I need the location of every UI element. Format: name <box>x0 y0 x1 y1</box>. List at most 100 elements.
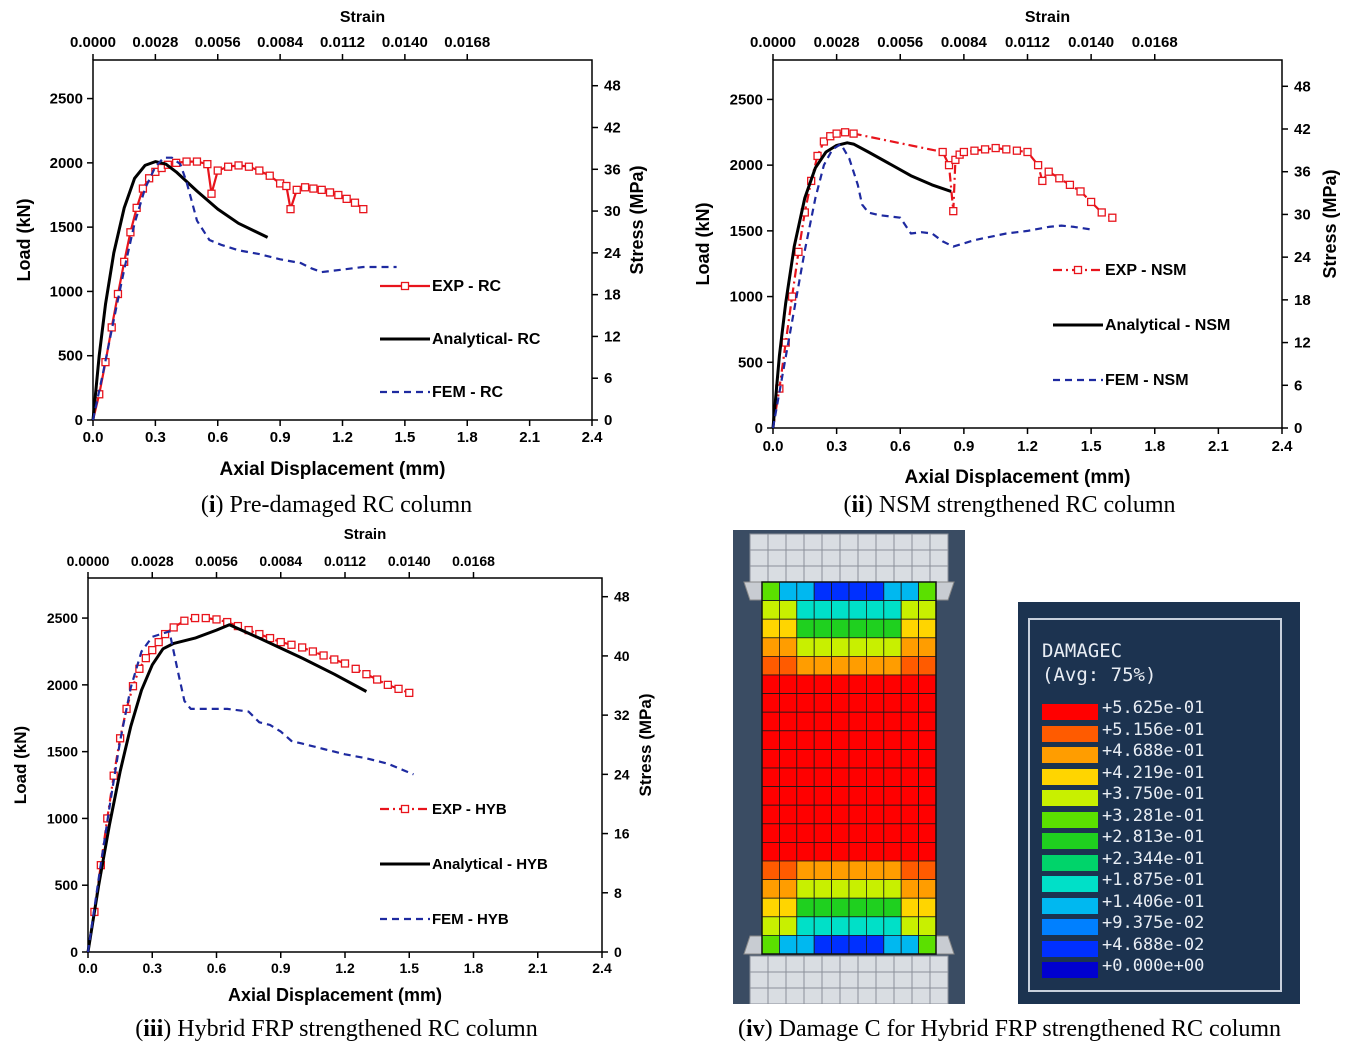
mesh-element <box>848 600 867 620</box>
top-plate-cell <box>857 549 877 567</box>
mesh-element <box>865 748 885 769</box>
y2-tick-label: 12 <box>604 328 621 345</box>
bottom-plate-cell <box>767 955 787 973</box>
x2-tick-label: 0.0028 <box>132 34 178 51</box>
mesh-element <box>779 730 798 750</box>
y-axis-label: Load (kN) <box>14 198 34 281</box>
top-plate-cell <box>929 565 949 583</box>
mesh-element <box>900 748 919 769</box>
mesh-element <box>918 879 937 899</box>
contour-level-swatch <box>1042 940 1098 957</box>
y2-tick-label: 16 <box>614 826 630 842</box>
y-tick-label: 2500 <box>50 91 83 108</box>
data-point-marker <box>282 181 291 191</box>
chart-panel-ii: 0.0 0.3 0.6 0.9 1.2 1.5 1.8 2.1 2.4 0.0000 0.0028 0… <box>693 9 1340 488</box>
top-plate-cell <box>803 549 823 567</box>
data-point-marker <box>308 647 318 656</box>
y-tick-label: 500 <box>58 348 83 365</box>
mesh-element <box>900 860 919 881</box>
mesh-element <box>813 786 832 806</box>
mesh-element <box>831 581 850 602</box>
x-tick-label: 0.3 <box>826 438 847 455</box>
data-point-marker <box>160 629 170 639</box>
mesh-element <box>918 897 937 918</box>
mesh-element <box>761 860 780 881</box>
mesh-element <box>865 786 885 806</box>
mesh-element <box>796 600 815 620</box>
contour-legend-subtitle: (Avg: 75%) <box>1042 664 1157 686</box>
mesh-element <box>796 823 815 843</box>
mesh-element <box>831 748 850 769</box>
bottom-plate-cell <box>821 955 841 973</box>
caption-ii: (ii) NSM strengthened RC column <box>843 492 1176 518</box>
contour-level-value: +1.875e-01 <box>1102 870 1205 890</box>
data-point-marker <box>787 292 797 301</box>
mesh-element <box>900 934 919 955</box>
bottom-plate-cell <box>821 971 841 989</box>
legend-marker <box>1073 265 1083 275</box>
data-point-marker <box>938 147 947 157</box>
mesh-element <box>779 600 798 620</box>
contour-level-value: +2.813e-01 <box>1102 827 1205 847</box>
mesh-element <box>813 581 832 602</box>
y-axis-label: Load (kN) <box>11 726 30 804</box>
mesh-element <box>779 897 798 918</box>
data-point-marker <box>201 613 210 623</box>
mesh-element <box>813 674 832 695</box>
mesh-element <box>865 934 885 955</box>
contour-level-row <box>1042 833 1098 849</box>
y2-tick-label: 24 <box>614 766 630 782</box>
mesh-element <box>900 618 919 639</box>
data-point-marker <box>192 157 202 166</box>
contour-level-row <box>1042 962 1098 978</box>
contour-level-row <box>1042 919 1098 935</box>
mesh-element <box>813 897 832 918</box>
top-plate-cell <box>875 549 895 567</box>
mesh-element <box>813 804 832 825</box>
top-plate-cell <box>821 533 841 551</box>
mesh-element <box>831 674 850 695</box>
legend-label: FEM - NSM <box>1105 372 1189 389</box>
contour-level-row <box>1042 790 1098 806</box>
mesh-element <box>900 897 919 918</box>
bottom-plate-cell <box>875 987 895 1005</box>
top-plate-cell <box>839 549 859 567</box>
x-tick-label: 2.4 <box>1272 438 1294 455</box>
mesh-element <box>883 879 902 899</box>
mesh-element <box>848 748 867 769</box>
mesh-element <box>796 748 815 769</box>
mesh-element <box>865 860 885 881</box>
mesh-element <box>796 711 815 732</box>
mesh-element <box>796 767 815 788</box>
mesh-element <box>813 730 832 750</box>
mesh-element <box>918 823 937 843</box>
y-tick-label: 1500 <box>50 219 83 236</box>
y2-tick-label: 36 <box>604 161 621 178</box>
mesh-element <box>865 693 885 713</box>
series-line-fem-rc <box>91 156 397 421</box>
y2-tick-label: 24 <box>604 245 621 262</box>
mesh-element <box>831 637 850 657</box>
mesh-element <box>848 767 867 788</box>
bottom-plate-cell <box>911 955 931 973</box>
mesh-element <box>883 637 902 657</box>
mesh-element <box>848 934 867 955</box>
mesh-element <box>831 730 850 750</box>
mesh-element <box>848 693 867 713</box>
y2-tick-label: 0 <box>1294 420 1302 437</box>
mesh-element <box>865 767 885 788</box>
bottom-plate-cell <box>839 955 859 973</box>
x-axis-label: Axial Displacement (mm) <box>905 467 1131 488</box>
plot-frame <box>772 59 1283 429</box>
mesh-element <box>831 916 850 936</box>
top-plate-cell <box>875 533 895 551</box>
bottom-plate-cell <box>893 971 913 989</box>
top-plate-cell <box>767 565 787 583</box>
x2-tick-label: 0.0112 <box>1005 34 1050 51</box>
mesh-element <box>761 581 780 602</box>
legend-label: EXP - RC <box>432 278 502 295</box>
bottom-plate-cell <box>911 971 931 989</box>
top-plate-cell <box>929 533 949 551</box>
data-point-marker <box>169 623 178 632</box>
caption-iii: (iii) Hybrid FRP strengthened RC column <box>135 1016 538 1042</box>
